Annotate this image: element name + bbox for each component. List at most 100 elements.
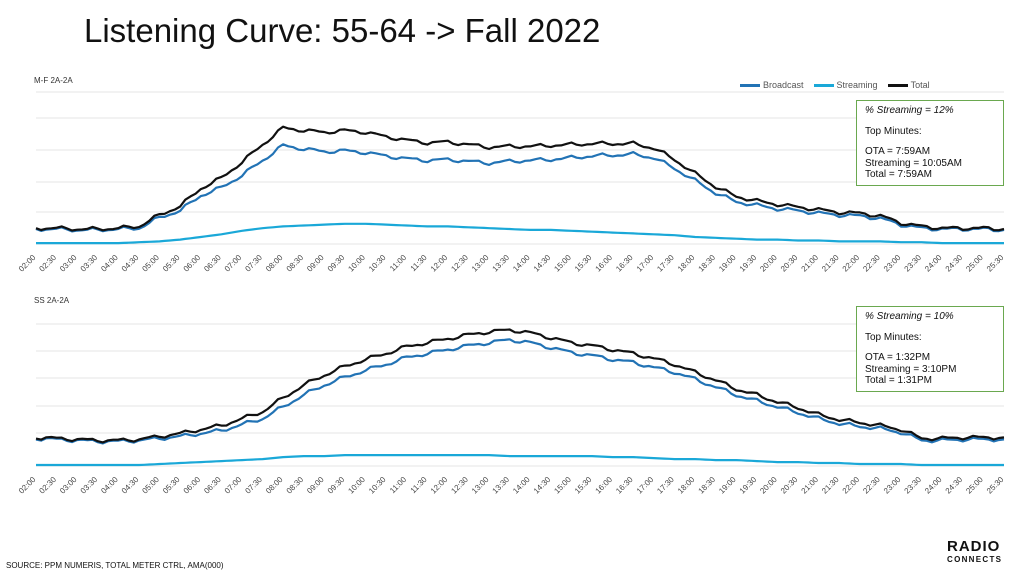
chart1-streaming-line: Streaming = 10:05AM <box>865 157 962 169</box>
chart2-streaming-line: Streaming = 3:10PM <box>865 363 957 375</box>
x-tick-label: 03:00 <box>58 475 79 496</box>
x-tick-label: 17:00 <box>635 253 656 274</box>
x-tick-label: 14:30 <box>532 475 553 496</box>
x-tick-label: 25:30 <box>985 475 1006 496</box>
x-tick-label: 19:30 <box>738 253 759 274</box>
chart2-streaming-pct: % Streaming = 10% <box>865 311 954 322</box>
x-tick-label: 17:30 <box>655 475 676 496</box>
x-tick-label: 11:00 <box>388 253 408 273</box>
x-tick-label: 21:00 <box>800 253 821 274</box>
x-tick-label: 06:30 <box>202 475 223 496</box>
x-tick-label: 13:30 <box>491 475 512 496</box>
x-tick-label: 04:00 <box>99 253 120 274</box>
x-tick-label: 04:00 <box>99 475 120 496</box>
x-tick-label: 08:00 <box>264 475 285 496</box>
chart2-top-minutes-heading: Top Minutes: <box>865 331 922 343</box>
x-tick-label: 19:30 <box>738 475 759 496</box>
x-tick-label: 15:00 <box>552 475 573 496</box>
page-title: Listening Curve: 55-64 -> Fall 2022 <box>84 12 601 49</box>
x-tick-label: 24:30 <box>944 253 965 274</box>
chart1-label: M-F 2A-2A <box>34 76 73 85</box>
x-tick-label: 25:00 <box>964 253 985 274</box>
chart-ss: 02:00 02:30 03:00 03:30 04:00 04:30 05:00 05:30… <box>17 323 1006 496</box>
x-tick-label: 19:00 <box>717 253 738 274</box>
x-tick-label: 10:30 <box>367 475 388 496</box>
x-tick-label: 07:00 <box>223 253 244 274</box>
legend-item-total: Total <box>887 80 930 90</box>
x-tick-label: 09:30 <box>326 475 347 496</box>
chart2-label: SS 2A-2A <box>34 296 70 305</box>
legend-label-broadcast: Broadcast <box>763 80 804 90</box>
x-tick-label: 09:00 <box>305 475 326 496</box>
x-tick-label: 25:00 <box>964 475 985 496</box>
x-tick-label: 08:00 <box>264 253 285 274</box>
x-tick-label: 05:00 <box>140 475 161 496</box>
logo-line2: CONNECTS <box>947 555 1003 564</box>
chart1-top-minutes-heading: Top Minutes: <box>865 125 922 137</box>
x-tick-label: 10:00 <box>346 475 367 496</box>
x-tick-label: 22:30 <box>861 475 882 496</box>
x-tick-label: 07:30 <box>243 475 264 496</box>
x-tick-label: 20:00 <box>758 475 779 496</box>
x-tick-label: 14:00 <box>511 475 532 496</box>
x-tick-label: 16:30 <box>614 475 635 496</box>
legend-swatch-streaming <box>813 83 834 87</box>
x-tick-label: 14:00 <box>511 253 532 274</box>
x-tick-label: 09:00 <box>305 253 326 274</box>
legend-label-total: Total <box>910 80 930 90</box>
x-tick-label: 13:30 <box>491 253 512 274</box>
chart1-infobox: % Streaming = 12% Top Minutes: OTA = 7:5… <box>856 100 1004 186</box>
x-tick-label: 08:30 <box>285 253 306 274</box>
x-tick-label: 21:30 <box>820 253 841 274</box>
legend-label-streaming: Streaming <box>836 80 878 90</box>
x-tick-label: 12:00 <box>429 253 450 274</box>
x-tick-label: 05:00 <box>140 253 161 274</box>
x-tick-label: 07:00 <box>223 475 244 496</box>
x-tick-label: 06:00 <box>182 475 203 496</box>
x-tick-label: 22:00 <box>841 253 862 274</box>
x-tick-label: 11:30 <box>409 475 429 495</box>
x-tick-label: 07:30 <box>243 253 264 274</box>
x-tick-label: 12:00 <box>429 475 450 496</box>
x-tick-label: 02:00 <box>17 475 38 496</box>
source-footnote: SOURCE: PPM NUMERIS, TOTAL METER CTRL, A… <box>6 561 224 570</box>
x-tick-label: 18:00 <box>676 253 697 274</box>
x-tick-label: 17:00 <box>635 475 656 496</box>
x-tick-label: 08:30 <box>285 475 306 496</box>
x-tick-label: 02:30 <box>37 253 58 274</box>
series-line-streaming <box>36 454 1004 467</box>
chart1-total-line: Total = 7:59AM <box>865 169 932 180</box>
x-tick-label: 11:30 <box>409 253 429 273</box>
series-line-broadcast <box>35 338 1005 445</box>
x-tick-label: 06:00 <box>182 253 203 274</box>
chart2-infobox: % Streaming = 10% Top Minutes: OTA = 1:3… <box>856 306 1004 392</box>
series-line-broadcast <box>35 143 1005 233</box>
legend-swatch-broadcast <box>740 83 760 87</box>
x-tick-label: 23:00 <box>882 253 903 274</box>
chart1-streaming-pct: % Streaming = 12% <box>865 105 954 116</box>
x-tick-label: 12:30 <box>449 253 470 274</box>
x-tick-label: 20:30 <box>779 475 800 496</box>
series-line-total <box>35 328 1005 444</box>
x-tick-label: 18:00 <box>676 475 697 496</box>
x-tick-label: 24:00 <box>923 253 944 274</box>
x-tick-label: 04:30 <box>120 253 141 274</box>
series-line-total <box>35 125 1005 232</box>
x-tick-label: 13:00 <box>470 475 491 496</box>
x-tick-label: 05:30 <box>161 253 182 274</box>
x-tick-label: 22:30 <box>861 253 882 274</box>
x-tick-label: 24:30 <box>944 475 965 496</box>
x-tick-label: 10:30 <box>367 253 388 274</box>
x-tick-label: 15:30 <box>573 475 594 496</box>
x-tick-label: 16:00 <box>594 475 615 496</box>
legend: Broadcast Streaming Total <box>740 80 930 90</box>
x-tick-label: 22:00 <box>841 475 862 496</box>
legend-item-streaming: Streaming <box>813 80 878 90</box>
x-tick-label: 15:30 <box>573 253 594 274</box>
x-tick-label: 03:00 <box>58 253 79 274</box>
radio-connects-logo: RADIO CONNECTS <box>947 538 1003 566</box>
series-line-streaming <box>36 222 1004 245</box>
logo-line1: RADIO <box>947 538 1001 555</box>
x-tick-label: 14:30 <box>532 253 553 274</box>
x-tick-label: 03:30 <box>79 253 100 274</box>
